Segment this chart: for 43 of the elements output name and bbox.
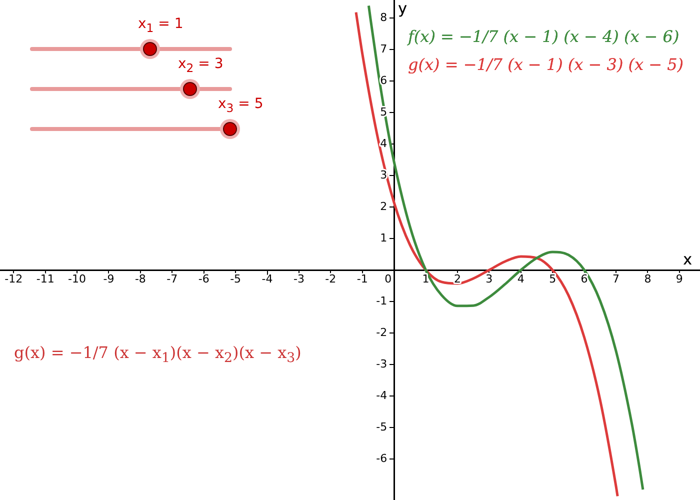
x-tick-label: -7 bbox=[166, 272, 178, 286]
y-tick-label: -2 bbox=[376, 326, 388, 339]
x-tick-label: -6 bbox=[198, 272, 210, 286]
x-tick-label: -10 bbox=[68, 272, 86, 286]
x-tick-label: 8 bbox=[644, 272, 652, 286]
y-tick-label: -6 bbox=[376, 452, 388, 465]
x-tick-label: -8 bbox=[134, 272, 146, 286]
x-tick-label: 7 bbox=[612, 272, 620, 286]
y-tick-label: 2 bbox=[380, 200, 388, 213]
x-tick-label: -2 bbox=[325, 272, 336, 286]
x-tick-label: 9 bbox=[676, 272, 683, 286]
y-tick-label: 8 bbox=[380, 10, 388, 24]
x-tick-label: 2 bbox=[454, 272, 461, 286]
x-axis-title: x bbox=[683, 250, 692, 268]
x-tick-label: -11 bbox=[36, 272, 54, 286]
x-tick-label: -12 bbox=[4, 272, 23, 286]
x-tick-label: 1 bbox=[422, 272, 430, 286]
x-tick-label: -3 bbox=[293, 272, 304, 286]
x-tick-label: -9 bbox=[103, 272, 114, 286]
text: f(x) = −1/7 (x − 1) (x − 4) (x − 6) bbox=[407, 27, 680, 46]
x-tick-label: 4 bbox=[517, 272, 524, 286]
y-tick-label: -3 bbox=[376, 357, 388, 370]
x-tick-label: -1 bbox=[356, 272, 368, 286]
x-tick-label: 3 bbox=[486, 272, 493, 286]
y-tick-label: 4 bbox=[380, 136, 388, 150]
y-tick-label: 1 bbox=[380, 231, 388, 244]
x-tick-label: 6 bbox=[580, 272, 588, 286]
x-tick-label: -4 bbox=[262, 272, 273, 286]
y-tick-label: -4 bbox=[376, 388, 388, 402]
y-tick-label: 6 bbox=[380, 74, 388, 87]
x-tick-label: 5 bbox=[549, 272, 556, 286]
x-tick-label: 0 bbox=[384, 272, 392, 286]
annotation: x$_{2}$ = 3 bbox=[178, 56, 224, 75]
line-series bbox=[367, 4, 644, 491]
annotation: x$_{3}$ = 5 bbox=[218, 96, 264, 115]
y-axis-title: y bbox=[398, 0, 408, 18]
y-tick-label: -1 bbox=[376, 294, 388, 308]
y-tick-label: 7 bbox=[380, 42, 388, 56]
annotation: x$_{1}$ = 1 bbox=[138, 16, 184, 35]
x-tick-label: -5 bbox=[230, 272, 242, 286]
text: g(x) = −1/7 (x − 1) (x − 3) (x − 5) bbox=[408, 55, 684, 74]
y-tick-label: -5 bbox=[376, 420, 388, 434]
annotation: g(x) = −1/7 (x − x$_{1}$)(x − x$_{2}$)(x − x$_{3}$) bbox=[14, 343, 302, 366]
